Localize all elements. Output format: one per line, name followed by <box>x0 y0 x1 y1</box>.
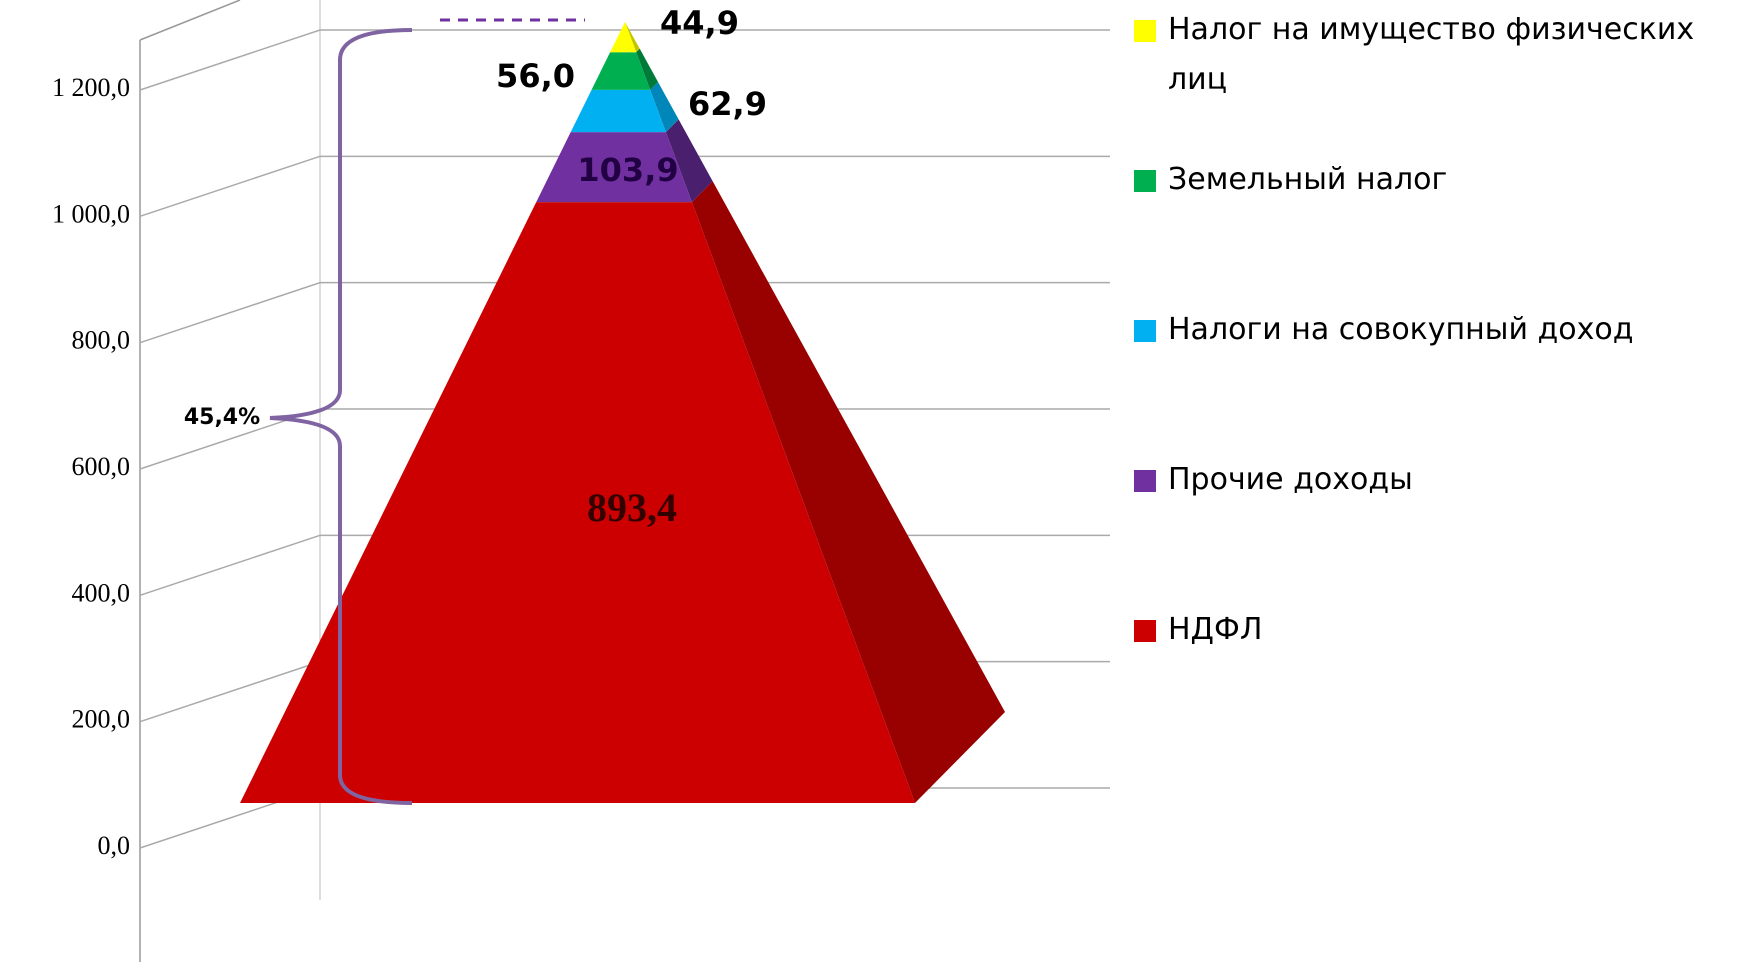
pyramid-side <box>691 181 1005 804</box>
grid-line <box>139 29 1110 91</box>
data-label: 56,0 <box>496 57 575 95</box>
pyramid-segment <box>240 202 915 804</box>
pyramid-segment <box>591 52 651 90</box>
y-tick-label: 800,0 <box>72 326 131 355</box>
legend-item: НДФЛ <box>1134 605 1740 655</box>
brace <box>269 28 413 805</box>
data-label: 44,9 <box>660 4 739 42</box>
annotation: 45,4% <box>184 405 260 430</box>
legend-label: Налог на имущество физических лиц <box>1168 12 1695 97</box>
grid-line <box>139 281 1110 344</box>
wall-top <box>139 0 241 41</box>
legend-label: НДФЛ <box>1168 612 1263 647</box>
legend-item: Налог на имущество физических лиц <box>1134 5 1740 105</box>
pyramid-side <box>650 81 679 133</box>
legend-label: Налоги на совокупный доход <box>1168 312 1634 347</box>
legend-swatch <box>1134 470 1156 492</box>
pyramid-segment <box>570 89 666 133</box>
legend-item: Земельный налог <box>1134 155 1740 205</box>
legend-item: Налоги на совокупный доход <box>1134 305 1740 355</box>
data-label: 103,9 <box>577 151 678 189</box>
legend-swatch <box>1134 620 1156 642</box>
legend-label: Земельный налог <box>1168 162 1448 197</box>
pyramid-segment <box>536 132 692 203</box>
grid-line <box>139 155 1110 218</box>
pyramid-segment <box>610 22 637 53</box>
y-tick-label: 1 000,0 <box>52 199 130 228</box>
y-tick-label: 1 200,0 <box>52 73 130 102</box>
pyramid-side <box>625 22 640 53</box>
y-tick-label: 0,0 <box>98 831 131 860</box>
data-label: 62,9 <box>688 85 767 123</box>
data-label: 893,4 <box>587 485 677 530</box>
legend-swatch <box>1134 170 1156 192</box>
legend-swatch <box>1134 320 1156 342</box>
pyramid-side <box>665 119 713 203</box>
legend-item: Прочие доходы <box>1134 455 1740 505</box>
pyramid-side <box>636 48 659 90</box>
y-tick-label: 200,0 <box>72 705 131 734</box>
y-tick-label: 400,0 <box>72 578 131 607</box>
y-tick-label: 600,0 <box>72 452 131 481</box>
legend-label: Прочие доходы <box>1168 462 1413 497</box>
legend-swatch <box>1134 20 1156 42</box>
